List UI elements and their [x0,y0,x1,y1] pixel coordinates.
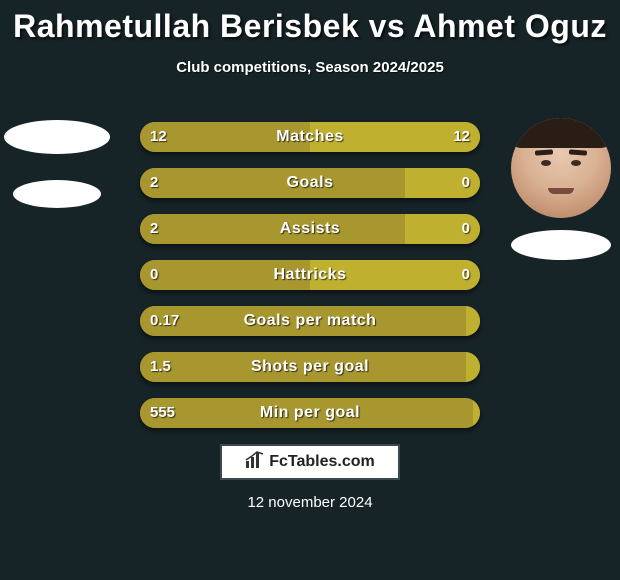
stat-row: Matches12 12 [140,122,480,152]
stat-value-left: 1.5 [140,352,181,382]
player-right-club-placeholder [511,230,611,260]
stat-row: Assists2 0 [140,214,480,244]
player-left-club-placeholder [13,180,101,208]
stat-value-right [460,352,480,382]
stat-value-left: 555 [140,398,185,428]
stat-row: Hattricks0 0 [140,260,480,290]
brand-box: FcTables.com [220,444,400,480]
stat-row: Min per goal555 [140,398,480,428]
stat-label: Hattricks [140,260,480,290]
stat-value-right: 0 [452,168,480,198]
stat-label: Assists [140,214,480,244]
player-left-avatar-placeholder [4,120,110,154]
stat-value-right: 12 [443,122,480,152]
player-left-block [2,120,112,208]
comparison-subtitle: Club competitions, Season 2024/2025 [0,59,620,76]
stat-value-right [460,306,480,336]
brand-icon [245,451,265,474]
stat-value-left: 2 [140,214,168,244]
stat-value-left: 2 [140,168,168,198]
brand-text: FcTables.com [269,453,375,471]
comparison-date: 12 november 2024 [0,494,620,511]
stat-value-right [460,398,480,428]
stat-value-left: 0.17 [140,306,189,336]
player-right-block [506,118,616,260]
comparison-title: Rahmetullah Berisbek vs Ahmet Oguz [0,0,620,45]
stat-label: Goals [140,168,480,198]
stat-label: Goals per match [140,306,480,336]
stat-label: Matches [140,122,480,152]
stat-value-left: 0 [140,260,168,290]
comparison-bars: Matches1212Goals20Assists20Hattricks00Go… [140,122,480,444]
stat-row: Goals2 0 [140,168,480,198]
player-right-avatar [511,118,611,218]
stat-label: Min per goal [140,398,480,428]
stat-value-left: 12 [140,122,177,152]
stat-row: Goals per match0.17 [140,306,480,336]
stat-label: Shots per goal [140,352,480,382]
stat-value-right: 0 [452,260,480,290]
stat-value-right: 0 [452,214,480,244]
stat-row: Shots per goal1.5 [140,352,480,382]
